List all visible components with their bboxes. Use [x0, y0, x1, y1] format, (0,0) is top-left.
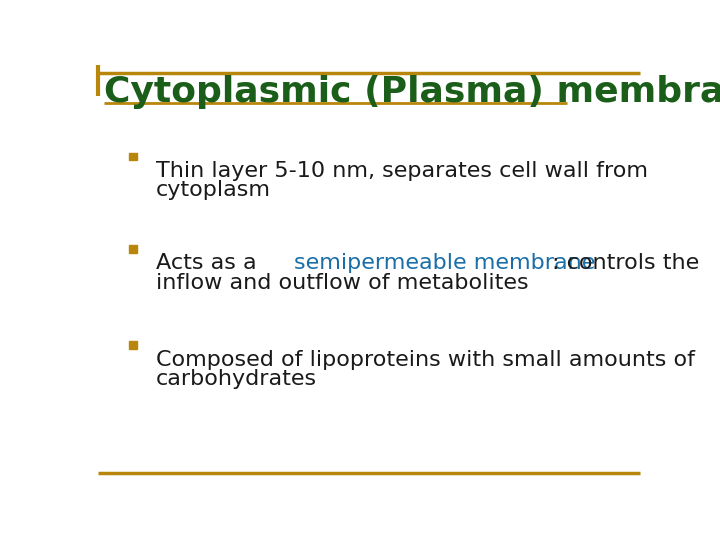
Text: Cytoplasmic (Plasma) membrane: Cytoplasmic (Plasma) membrane: [104, 75, 720, 109]
Bar: [129, 153, 137, 160]
Text: semipermeable membrane: semipermeable membrane: [294, 253, 595, 273]
Text: Acts as a: Acts as a: [156, 253, 264, 273]
Text: cytoplasm: cytoplasm: [156, 180, 271, 200]
Bar: [129, 341, 137, 349]
Text: inflow and outflow of metabolites: inflow and outflow of metabolites: [156, 273, 528, 293]
Text: Thin layer 5-10 nm, separates cell wall from: Thin layer 5-10 nm, separates cell wall …: [156, 161, 648, 181]
Text: : controls the: : controls the: [552, 253, 699, 273]
Bar: [129, 245, 137, 253]
Text: Composed of lipoproteins with small amounts of: Composed of lipoproteins with small amou…: [156, 350, 695, 370]
Text: carbohydrates: carbohydrates: [156, 369, 317, 389]
